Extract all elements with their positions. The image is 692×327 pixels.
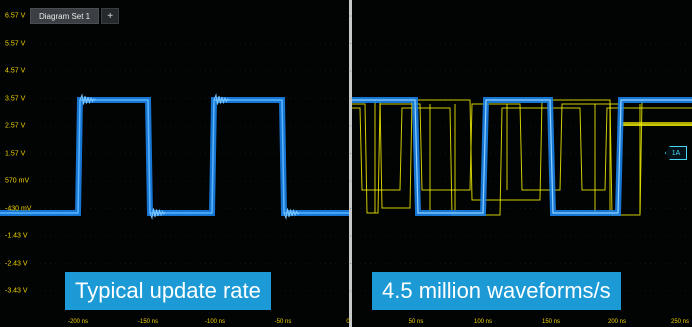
- x-axis-label: 100 ns: [473, 319, 493, 325]
- diagram-tab[interactable]: Diagram Set 1: [30, 8, 100, 24]
- y-axis-label: 570 mV: [5, 177, 30, 185]
- add-tab-button[interactable]: +: [101, 8, 120, 24]
- y-axis-label: -3.43 V: [5, 287, 28, 295]
- x-axis-label: 250 ns: [670, 319, 690, 325]
- y-axis-label: -430 mV: [5, 205, 32, 212]
- waveform-blue-left-core: [0, 99, 349, 214]
- waveform-blue-right-core: [352, 99, 692, 214]
- y-axis-label: 4.57 V: [5, 67, 26, 75]
- y-axis-label: -1.43 V: [5, 232, 28, 240]
- waveform-yellow-3: [374, 100, 641, 213]
- ringing-burst: [283, 208, 300, 220]
- ringing-burst: [149, 208, 166, 220]
- x-axis-label: 0: [346, 319, 350, 325]
- diagram-tab-strip: Diagram Set 1 +: [30, 8, 120, 24]
- y-axis-label: -2.43 V: [5, 260, 28, 267]
- y-axis-label: 6.57 V: [5, 12, 26, 20]
- x-axis-label: 200 ns: [607, 319, 627, 325]
- caption-right: 4.5 million waveforms/s: [372, 272, 621, 310]
- trigger-level-marker[interactable]: 1A: [665, 146, 687, 160]
- x-axis-label: 50 ns: [408, 319, 424, 325]
- y-axis-label: 1.57 V: [5, 150, 26, 157]
- x-axis-label: 150 ns: [541, 319, 561, 325]
- x-axis-label: -50 ns: [274, 319, 292, 325]
- waveform-blue-left: [0, 97, 349, 216]
- x-axis-label: -150 ns: [137, 319, 159, 325]
- caption-left: Typical update rate: [65, 272, 271, 310]
- y-axis-label: 3.57 V: [5, 95, 26, 102]
- ringing-burst: [79, 93, 96, 105]
- x-axis-label: -200 ns: [67, 319, 89, 325]
- x-axis-label: -100 ns: [204, 319, 226, 325]
- waveform-yellow-1: [352, 99, 692, 216]
- y-axis-label: 5.57 V: [5, 40, 26, 47]
- panel-divider: [349, 0, 352, 327]
- ringing-burst: [213, 93, 230, 105]
- y-axis-label: 2.57 V: [5, 122, 26, 130]
